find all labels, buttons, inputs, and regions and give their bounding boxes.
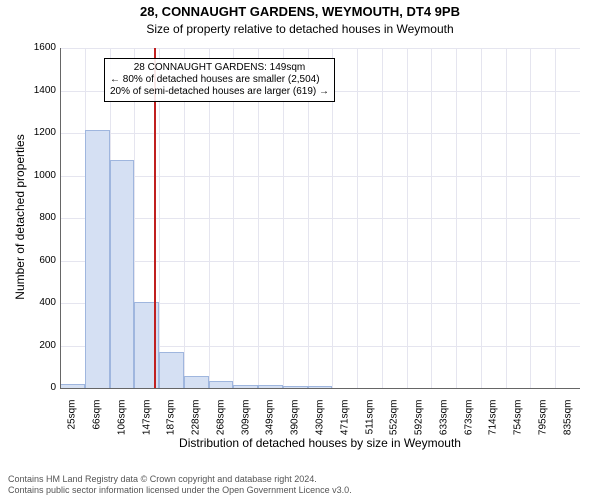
grid-v bbox=[506, 48, 507, 388]
grid-v bbox=[456, 48, 457, 388]
x-tick-label: 147sqm bbox=[141, 400, 152, 450]
annotation-line: 20% of semi-detached houses are larger (… bbox=[110, 86, 329, 98]
y-tick-label: 0 bbox=[0, 382, 56, 393]
y-tick-label: 600 bbox=[0, 255, 56, 266]
annotation-box: 28 CONNAUGHT GARDENS: 149sqm← 80% of det… bbox=[104, 58, 335, 102]
x-tick-label: 309sqm bbox=[240, 400, 251, 450]
x-tick-label: 25sqm bbox=[67, 400, 78, 450]
x-tick-label: 592sqm bbox=[414, 400, 425, 450]
x-tick-label: 714sqm bbox=[488, 400, 499, 450]
title-line-1: 28, CONNAUGHT GARDENS, WEYMOUTH, DT4 9PB bbox=[0, 4, 600, 19]
grid-v bbox=[357, 48, 358, 388]
x-tick-label: 228sqm bbox=[191, 400, 202, 450]
title-line-2: Size of property relative to detached ho… bbox=[0, 22, 600, 36]
x-tick-label: 349sqm bbox=[265, 400, 276, 450]
x-tick-label: 754sqm bbox=[513, 400, 524, 450]
grid-h bbox=[60, 133, 580, 134]
grid-v bbox=[431, 48, 432, 388]
grid-v bbox=[481, 48, 482, 388]
histogram-bar bbox=[209, 381, 234, 388]
grid-v bbox=[530, 48, 531, 388]
x-tick-label: 835sqm bbox=[562, 400, 573, 450]
x-tick-label: 795sqm bbox=[537, 400, 548, 450]
x-tick-label: 187sqm bbox=[166, 400, 177, 450]
y-axis-line bbox=[60, 48, 61, 388]
grid-h bbox=[60, 218, 580, 219]
grid-v bbox=[555, 48, 556, 388]
x-tick-label: 430sqm bbox=[315, 400, 326, 450]
grid-h bbox=[60, 261, 580, 262]
histogram-bar bbox=[110, 160, 135, 388]
x-tick-label: 66sqm bbox=[92, 400, 103, 450]
y-tick-label: 1000 bbox=[0, 170, 56, 181]
y-tick-label: 1600 bbox=[0, 42, 56, 53]
annotation-line: 28 CONNAUGHT GARDENS: 149sqm bbox=[110, 62, 329, 74]
histogram-bar bbox=[184, 376, 209, 388]
x-tick-label: 268sqm bbox=[215, 400, 226, 450]
y-tick-label: 1400 bbox=[0, 85, 56, 96]
histogram-bar bbox=[159, 352, 184, 388]
y-tick-label: 1200 bbox=[0, 127, 56, 138]
grid-v bbox=[407, 48, 408, 388]
x-tick-label: 471sqm bbox=[339, 400, 350, 450]
histogram-bar bbox=[85, 130, 110, 388]
footer-line-1: Contains HM Land Registry data © Crown c… bbox=[8, 474, 352, 485]
footer-line-2: Contains public sector information licen… bbox=[8, 485, 352, 496]
grid-h bbox=[60, 48, 580, 49]
x-tick-label: 633sqm bbox=[438, 400, 449, 450]
annotation-line: ← 80% of detached houses are smaller (2,… bbox=[110, 74, 329, 86]
footer: Contains HM Land Registry data © Crown c… bbox=[8, 474, 352, 497]
grid-h bbox=[60, 176, 580, 177]
y-tick-label: 400 bbox=[0, 297, 56, 308]
grid-v bbox=[382, 48, 383, 388]
x-tick-label: 552sqm bbox=[389, 400, 400, 450]
x-tick-label: 390sqm bbox=[290, 400, 301, 450]
x-axis-line bbox=[60, 388, 580, 389]
x-tick-label: 673sqm bbox=[463, 400, 474, 450]
plot-area: 28 CONNAUGHT GARDENS: 149sqm← 80% of det… bbox=[60, 48, 580, 388]
x-tick-label: 106sqm bbox=[116, 400, 127, 450]
x-tick-label: 511sqm bbox=[364, 400, 375, 450]
y-tick-label: 200 bbox=[0, 340, 56, 351]
figure: 28, CONNAUGHT GARDENS, WEYMOUTH, DT4 9PB… bbox=[0, 0, 600, 500]
y-tick-label: 800 bbox=[0, 212, 56, 223]
